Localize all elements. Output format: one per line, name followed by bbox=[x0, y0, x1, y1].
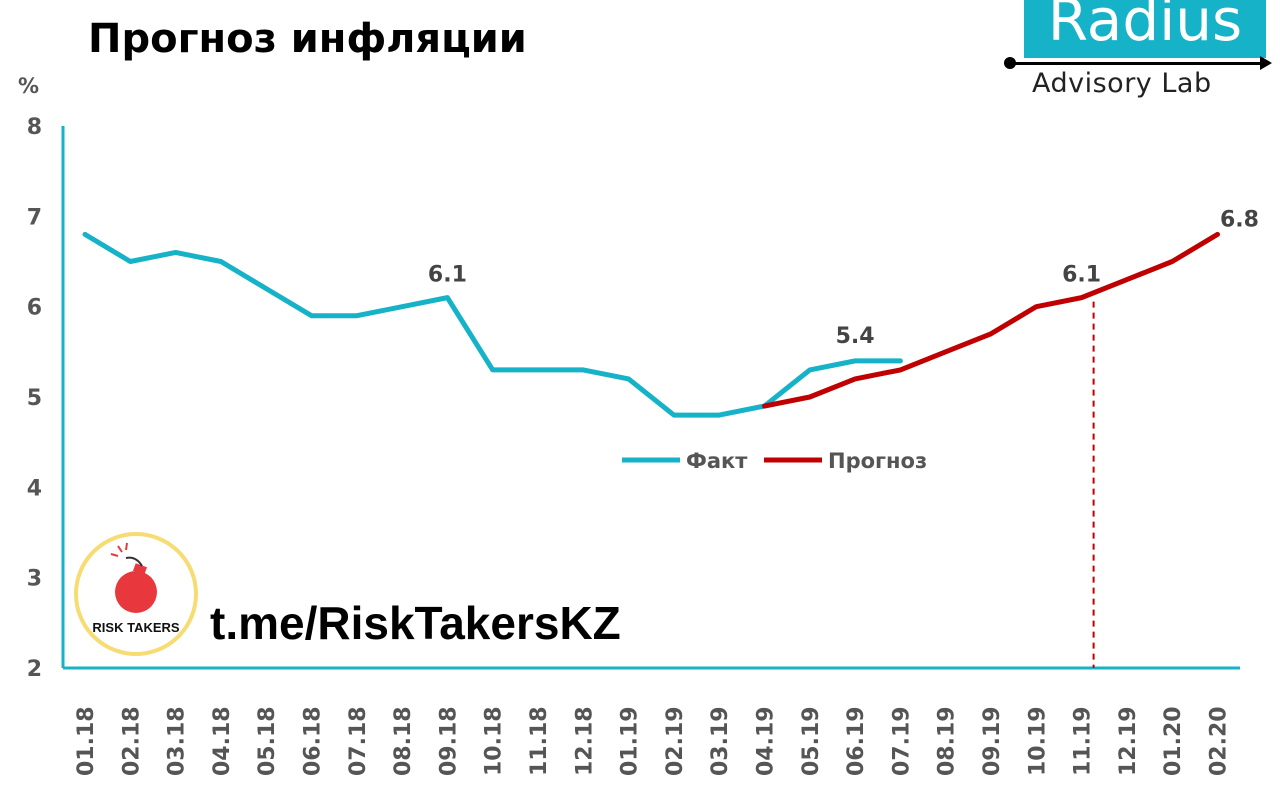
radius-logo-name: Radius bbox=[1047, 0, 1243, 54]
y-tick-label: 6 bbox=[27, 296, 42, 321]
y-tick-label: 3 bbox=[27, 567, 42, 592]
data-label: 6.1 bbox=[428, 263, 467, 288]
x-tick-label: 07.18 bbox=[346, 706, 371, 776]
y-tick-label: 7 bbox=[27, 205, 42, 230]
risk-takers-badge-text: RISK TAKERS bbox=[92, 620, 180, 635]
chart-axes bbox=[61, 126, 1240, 670]
x-tick-label: 06.19 bbox=[844, 706, 869, 776]
series-line-fact bbox=[82, 231, 903, 418]
x-tick-label: 08.19 bbox=[935, 706, 960, 776]
x-tick-label: 11.18 bbox=[527, 706, 552, 776]
x-tick-label: 05.19 bbox=[799, 706, 824, 776]
page-title: Прогноз инфляции bbox=[88, 16, 527, 62]
x-tick-label: 11.19 bbox=[1071, 706, 1096, 776]
x-tick-label: 02.18 bbox=[119, 706, 144, 776]
x-tick-label: 09.19 bbox=[980, 706, 1005, 776]
y-tick-label: 8 bbox=[27, 115, 42, 140]
data-labels: 6.1 5.4 6.1 6.8 bbox=[428, 207, 1259, 348]
radius-logo-arrow-icon bbox=[1260, 56, 1272, 70]
x-tick-label: 01.20 bbox=[1161, 706, 1186, 776]
series-lines bbox=[82, 231, 1220, 668]
x-tick-label: 01.19 bbox=[618, 706, 643, 776]
radius-logo-subtitle: Advisory Lab bbox=[1032, 68, 1212, 99]
y-tick-label: 2 bbox=[27, 657, 42, 682]
x-tick-label: 01.18 bbox=[74, 706, 99, 776]
y-tick-labels: 2 3 4 5 6 7 8 bbox=[27, 115, 42, 682]
y-axis-unit: % bbox=[18, 74, 40, 98]
data-label: 5.4 bbox=[836, 324, 875, 349]
radius-logo-line bbox=[1008, 62, 1264, 65]
risk-takers-logo: RISK TAKERS bbox=[74, 532, 198, 656]
x-tick-label: 05.18 bbox=[255, 706, 280, 776]
telegram-link[interactable]: t.me/RiskTakersKZ bbox=[210, 597, 621, 649]
x-tick-label: 04.18 bbox=[210, 706, 235, 776]
legend-label-fact: Факт bbox=[686, 449, 748, 473]
x-tick-label: 06.18 bbox=[301, 706, 326, 776]
x-tick-label: 12.19 bbox=[1116, 706, 1141, 776]
x-tick-label: 08.18 bbox=[391, 706, 416, 776]
legend-label-forecast: Прогноз bbox=[828, 449, 927, 473]
data-label: 6.1 bbox=[1062, 263, 1101, 288]
x-tick-label: 12.18 bbox=[572, 706, 597, 776]
x-tick-label: 03.19 bbox=[708, 706, 733, 776]
x-tick-labels: 01.18 02.18 03.18 04.18 05.18 06.18 07.18 08.18… bbox=[74, 706, 1232, 776]
series-line-forecast bbox=[762, 231, 1220, 409]
x-tick-label: 02.19 bbox=[663, 706, 688, 776]
x-tick-label: 03.18 bbox=[165, 706, 190, 776]
x-tick-label: 04.19 bbox=[754, 706, 779, 776]
x-tick-label: 10.18 bbox=[482, 706, 507, 776]
legend: Факт Прогноз bbox=[622, 449, 927, 473]
radius-logo-dot bbox=[1004, 57, 1016, 69]
bomb-icon bbox=[110, 542, 157, 613]
x-tick-label: 02.20 bbox=[1207, 706, 1232, 776]
x-tick-label: 10.19 bbox=[1025, 706, 1050, 776]
radius-logo: Radius Advisory Lab bbox=[1004, 0, 1272, 102]
data-label: 6.8 bbox=[1220, 207, 1259, 232]
y-tick-label: 4 bbox=[27, 476, 42, 501]
x-tick-label: 09.18 bbox=[436, 706, 461, 776]
radius-logo-box: Radius bbox=[1024, 0, 1266, 58]
y-tick-label: 5 bbox=[27, 386, 42, 411]
x-tick-label: 07.19 bbox=[889, 706, 914, 776]
